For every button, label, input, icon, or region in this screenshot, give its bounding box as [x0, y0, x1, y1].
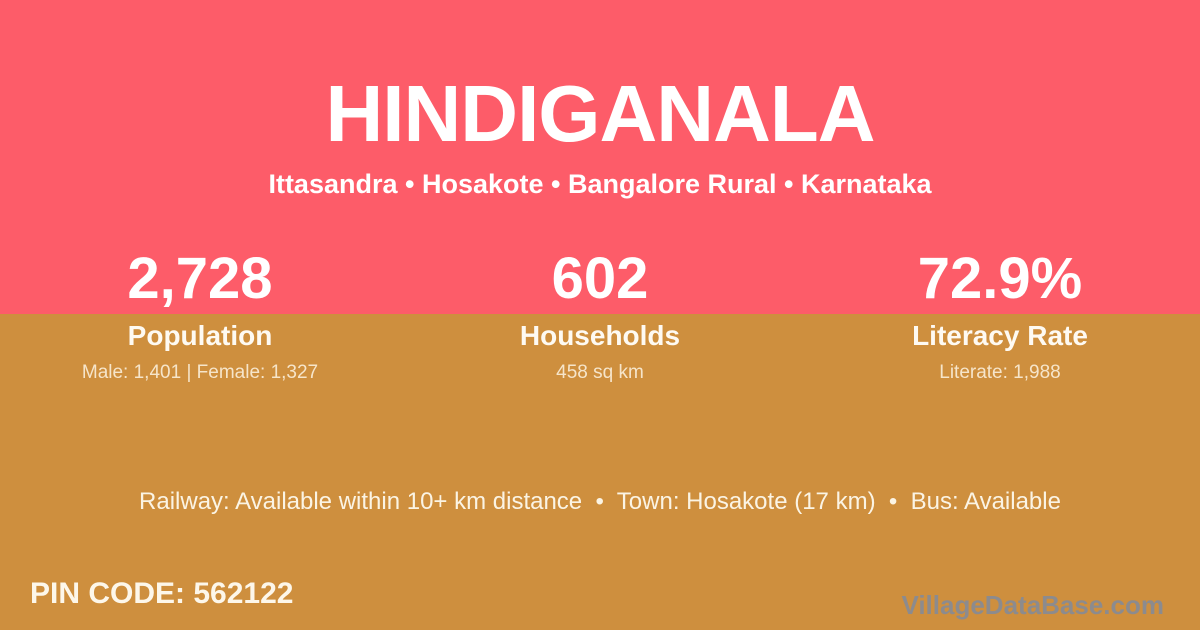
- population-detail: Male: 1,401 | Female: 1,327: [81, 361, 319, 383]
- stat-labels-row: Population Male: 1,401 | Female: 1,327 H…: [0, 314, 1200, 384]
- stat-values-row: 2,728 602 72.9%: [0, 250, 1200, 314]
- households-detail: 458 sq km: [556, 361, 644, 383]
- top-band: HINDIGANALA Ittasandra • Hosakote • Bang…: [0, 0, 1200, 314]
- pin-code: PIN CODE: 562122: [30, 577, 294, 610]
- literacy-rate-detail: Literate: 1,988: [939, 361, 1061, 383]
- bottom-band: Population Male: 1,401 | Female: 1,327 H…: [0, 314, 1200, 630]
- population-label: Population: [127, 320, 273, 351]
- literacy-rate-label: Literacy Rate: [912, 320, 1088, 351]
- literacy-rate-stat: Literacy Rate Literate: 1,988: [800, 319, 1200, 384]
- households-stat: Households 458 sq km: [400, 319, 800, 384]
- population-value: 2,728: [127, 246, 273, 311]
- literacy-rate-value: 72.9%: [917, 246, 1083, 311]
- amenities-info-line: Railway: Available within 10+ km distanc…: [139, 488, 1061, 515]
- watermark: VillageDataBase.com: [901, 590, 1164, 620]
- location-breadcrumb: Ittasandra • Hosakote • Bangalore Rural …: [268, 169, 932, 199]
- village-title: HINDIGANALA: [325, 69, 876, 158]
- population-stat: Population Male: 1,401 | Female: 1,327: [0, 319, 400, 384]
- households-value: 602: [551, 246, 649, 311]
- households-label: Households: [519, 320, 681, 351]
